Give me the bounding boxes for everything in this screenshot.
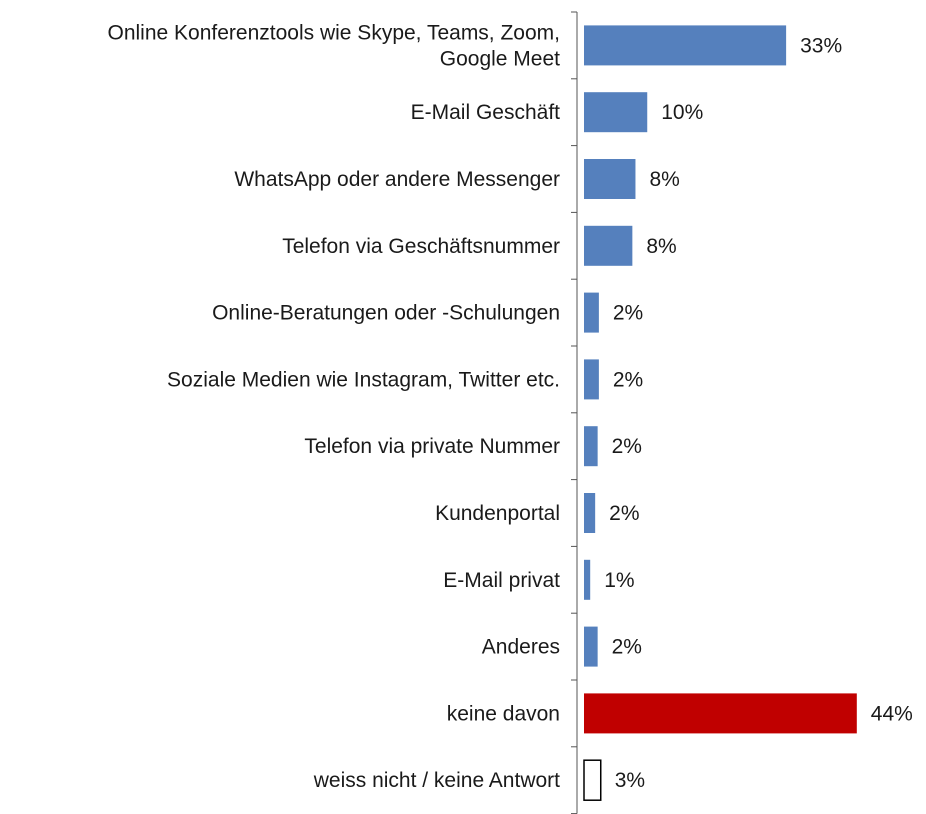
bar xyxy=(583,759,602,801)
bar xyxy=(584,693,857,734)
category-label: E-Mail privat xyxy=(443,569,560,592)
category-label: Online-Beratungen oder -Schulungen xyxy=(212,302,560,325)
value-label: 8% xyxy=(649,168,679,191)
bar xyxy=(584,292,599,333)
bar xyxy=(584,225,633,266)
bar xyxy=(584,626,598,667)
value-labels-group: 33% 10% 8% 8% 2% 2% 2% 2% 1% 2% 44% 3% xyxy=(604,34,913,792)
category-label: weiss nicht / keine Antwort xyxy=(313,769,560,792)
bar xyxy=(584,359,599,400)
category-label: E-Mail Geschäft xyxy=(411,101,561,124)
category-label: keine davon xyxy=(447,702,560,725)
category-label: Online Konferenztools wie Skype, Teams, … xyxy=(108,21,561,70)
bar xyxy=(584,493,596,533)
value-label: 2% xyxy=(613,368,643,391)
value-label: 1% xyxy=(604,569,634,592)
value-label: 2% xyxy=(612,636,642,659)
bar xyxy=(584,559,591,600)
bars-group xyxy=(583,25,857,801)
value-label: 33% xyxy=(800,34,842,57)
bar xyxy=(584,426,598,467)
category-label: Telefon via Geschäftsnummer xyxy=(282,235,560,258)
value-label: 10% xyxy=(661,101,703,124)
value-label: 2% xyxy=(613,302,643,325)
value-label: 8% xyxy=(646,235,676,258)
category-label: WhatsApp oder andere Messenger xyxy=(234,168,560,191)
category-label: Kundenportal xyxy=(435,502,560,525)
category-axis xyxy=(571,11,578,814)
category-label: Telefon via private Nummer xyxy=(304,435,560,458)
bar xyxy=(584,159,636,199)
bar xyxy=(584,25,787,66)
value-label: 2% xyxy=(609,502,639,525)
value-label: 44% xyxy=(871,702,913,725)
category-labels-group: Online Konferenztools wie Skype, Teams, … xyxy=(108,21,561,792)
category-label: Soziale Medien wie Instagram, Twitter et… xyxy=(167,368,560,391)
category-label: Anderes xyxy=(482,636,560,659)
value-label: 3% xyxy=(615,769,645,792)
bar xyxy=(584,92,648,133)
value-label: 2% xyxy=(612,435,642,458)
